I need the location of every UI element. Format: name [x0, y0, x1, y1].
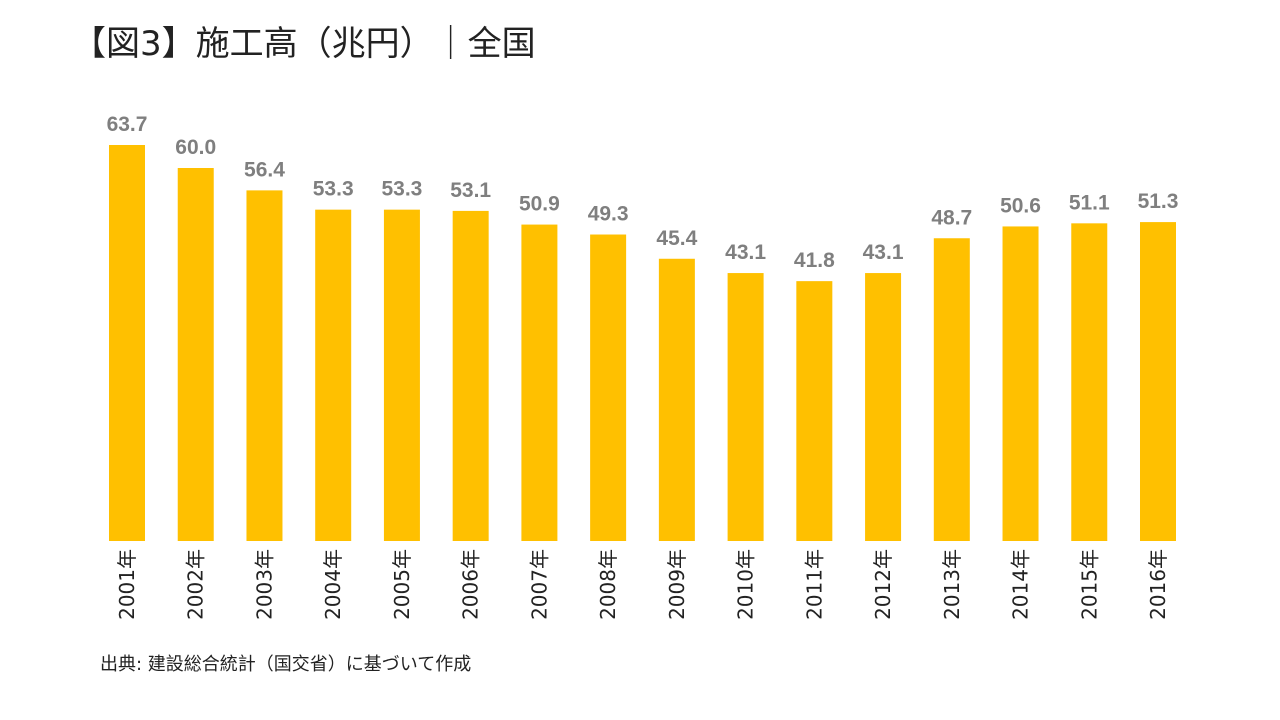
- data-label: 41.8: [794, 249, 835, 272]
- x-tick-label: 2008年: [596, 549, 620, 620]
- data-labels-layer: 63.7 60.0 56.4 53.3 53.3 53.1 50.9 49.3 45.4 43.1…: [107, 113, 1179, 272]
- x-tick-label: 2015年: [1077, 549, 1101, 620]
- x-tick-label: 2003年: [252, 549, 276, 620]
- bar: [383, 209, 420, 541]
- bar: [727, 273, 764, 541]
- x-tick-label: 2005年: [390, 549, 414, 620]
- data-label: 53.3: [381, 178, 422, 201]
- chart-source-note: 出典: 建設総合統計（国交省）に基づいて作成: [100, 654, 472, 675]
- x-tick-label: 2016年: [1146, 549, 1170, 620]
- bar: [1140, 222, 1176, 541]
- bar: [590, 234, 627, 541]
- data-label: 53.3: [313, 178, 354, 201]
- data-label: 53.1: [450, 179, 491, 202]
- data-label: 56.4: [244, 158, 285, 181]
- data-label: 49.3: [588, 203, 629, 226]
- x-tick-label: 2009年: [665, 549, 689, 620]
- data-label: 51.3: [1138, 190, 1179, 213]
- data-label: 63.7: [107, 113, 148, 136]
- x-tick-label: 2010年: [734, 549, 758, 620]
- bar: [246, 190, 283, 541]
- bar: [177, 168, 214, 541]
- data-label: 43.1: [863, 241, 904, 264]
- x-tick-label: 2014年: [1009, 549, 1033, 620]
- x-tick-label: 2011年: [802, 549, 826, 620]
- x-tick-label: 2007年: [527, 549, 551, 620]
- data-label: 51.1: [1069, 191, 1110, 214]
- data-label: 50.6: [1000, 194, 1041, 217]
- data-label: 50.9: [519, 193, 560, 216]
- bars-layer: [109, 145, 1176, 541]
- data-label: 43.1: [725, 241, 766, 264]
- x-tick-label: 2004年: [321, 549, 345, 620]
- x-tick-label: 2006年: [459, 549, 483, 620]
- bar: [796, 281, 833, 541]
- bar: [933, 238, 970, 541]
- data-label: 48.7: [931, 206, 972, 229]
- bar: [1002, 226, 1039, 541]
- x-tick-label: 2013年: [940, 549, 964, 620]
- chart-title: 【図3】施工高（兆円）｜全国: [72, 24, 536, 64]
- bar: [1071, 223, 1108, 541]
- x-tick-label: 2012年: [871, 549, 895, 620]
- bar: [521, 224, 558, 541]
- x-tick-label: 2002年: [184, 549, 208, 620]
- bar: [865, 273, 902, 541]
- bar: [315, 209, 352, 541]
- x-tick-label: 2001年: [115, 549, 139, 620]
- bar: [658, 258, 695, 541]
- bar: [452, 210, 489, 541]
- data-label: 60.0: [175, 136, 216, 159]
- bar: [109, 145, 145, 541]
- x-tick-labels-layer: 2001年 2002年 2003年 2004年 2005年 2006年 2007年 2008年…: [115, 549, 1170, 620]
- data-label: 45.4: [656, 227, 697, 250]
